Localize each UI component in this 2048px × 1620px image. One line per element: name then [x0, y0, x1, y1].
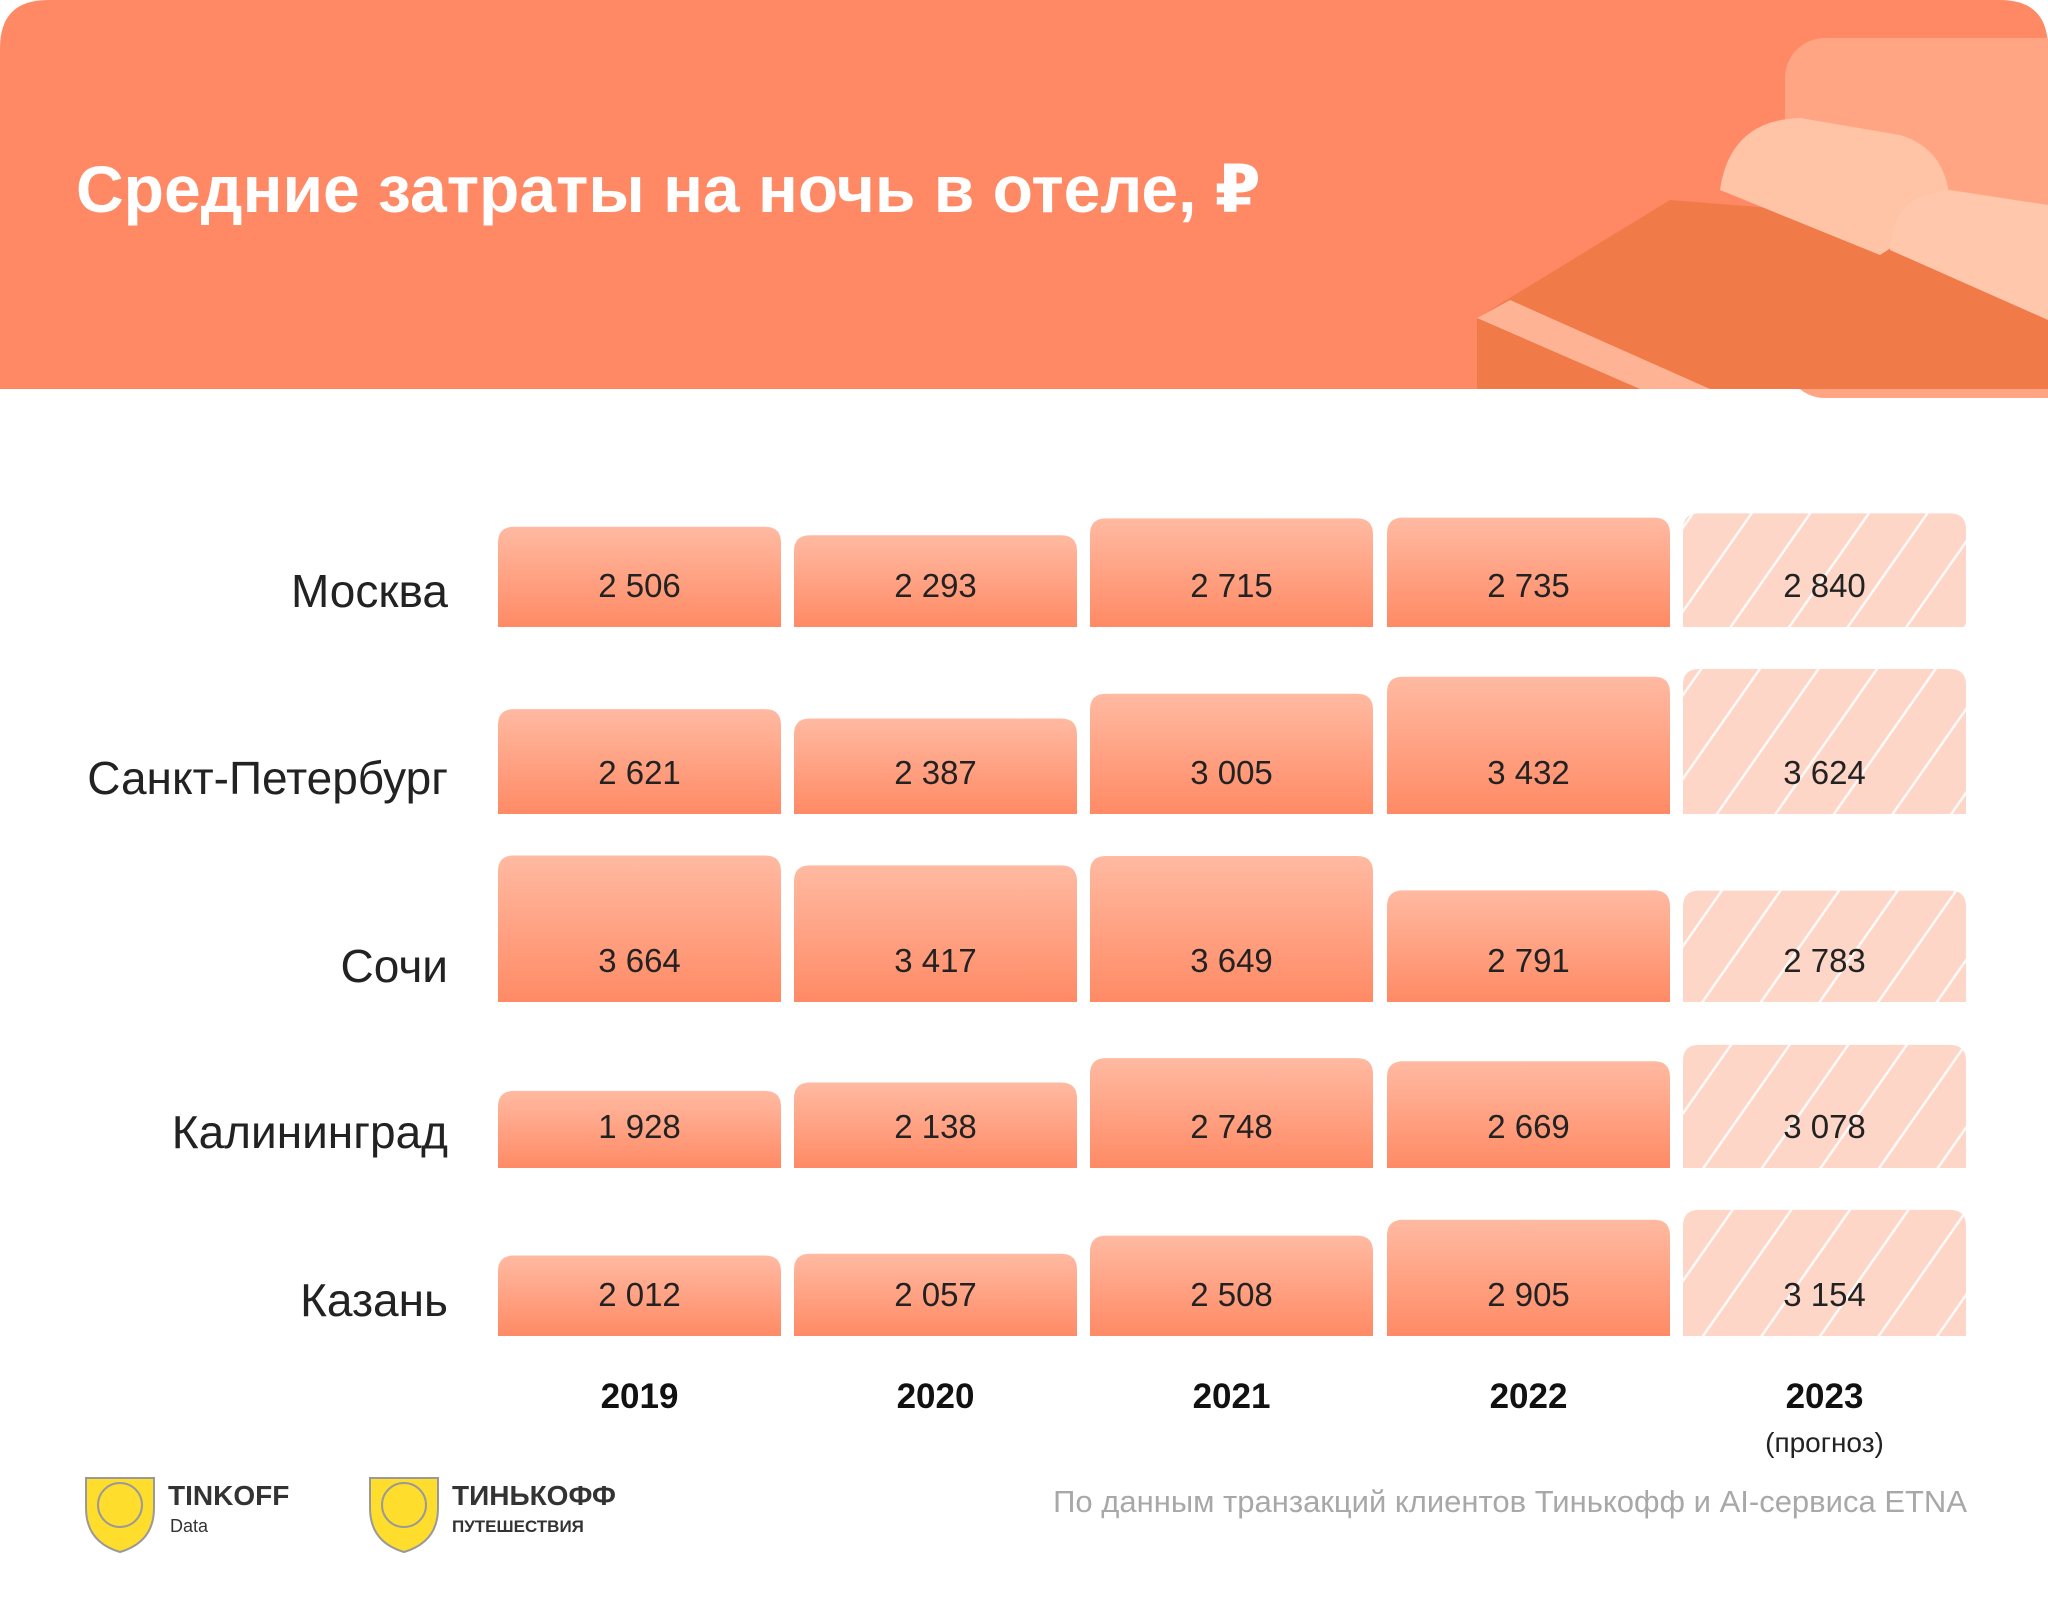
- value-label: 2 138: [894, 1108, 977, 1145]
- bar: [1683, 669, 1966, 814]
- value-label: 2 012: [598, 1276, 681, 1313]
- category-label: Казань: [300, 1274, 448, 1326]
- bar: [794, 535, 1077, 627]
- logo-2: ТИНЬКОФФ ПУТЕШЕСТВИЯ: [369, 1477, 616, 1554]
- bar: [1387, 1219, 1670, 1336]
- value-label: 2 057: [894, 1276, 977, 1313]
- bar: [794, 1082, 1077, 1168]
- bar: [498, 1090, 781, 1168]
- title: Средние затраты на ночь в отеле, ₽: [76, 152, 1261, 226]
- value-label: 2 669: [1487, 1108, 1570, 1145]
- bar: [1090, 856, 1373, 1002]
- bar: [1683, 890, 1966, 1002]
- value-label: 2 387: [894, 754, 977, 791]
- value-label: 2 791: [1487, 942, 1570, 979]
- bar: [794, 718, 1077, 814]
- bar: [794, 865, 1077, 1002]
- category-label: Санкт-Петербург: [87, 752, 448, 804]
- bar: [1683, 1044, 1966, 1168]
- category-label: Москва: [291, 565, 448, 617]
- bed-illustration: [1477, 38, 2048, 398]
- bar: [794, 1253, 1077, 1336]
- source-note: По данным транзакций клиентов Тинькофф и…: [1053, 1484, 1967, 1519]
- logo-sub: ПУТЕШЕСТВИЯ: [452, 1517, 584, 1536]
- value-label: 2 748: [1190, 1108, 1273, 1145]
- bar: [498, 526, 781, 627]
- bar: [1387, 890, 1670, 1002]
- logo-name: TINKOFF: [168, 1480, 289, 1511]
- series-label: 2023: [1786, 1377, 1864, 1416]
- value-label: 2 840: [1783, 567, 1866, 604]
- value-label: 2 783: [1783, 942, 1866, 979]
- bar: [1090, 518, 1373, 627]
- value-label: 2 715: [1190, 567, 1273, 604]
- bar: [1387, 1061, 1670, 1168]
- value-label: 2 621: [598, 754, 681, 791]
- value-label: 3 417: [894, 942, 977, 979]
- value-label: 2 735: [1487, 567, 1570, 604]
- bar: [498, 855, 781, 1002]
- series-label: 2022: [1490, 1377, 1568, 1416]
- bar: [1090, 1058, 1373, 1168]
- category-label: Калининград: [172, 1106, 448, 1158]
- bar: [1683, 513, 1966, 627]
- value-label: 3 624: [1783, 754, 1866, 791]
- bar: [1387, 676, 1670, 814]
- value-label: 3 154: [1783, 1276, 1866, 1313]
- series-label: 2021: [1193, 1377, 1271, 1416]
- logo-sub: Data: [170, 1516, 209, 1536]
- value-label: 3 664: [598, 942, 681, 979]
- bar: [498, 709, 781, 814]
- series-note: (прогноз): [1765, 1427, 1884, 1458]
- value-label: 2 293: [894, 567, 977, 604]
- value-label: 3 649: [1190, 942, 1273, 979]
- logo-name: ТИНЬКОФФ: [452, 1480, 616, 1511]
- value-label: 2 506: [598, 567, 681, 604]
- bar: [1683, 1209, 1966, 1336]
- bar: [1387, 517, 1670, 627]
- value-label: 3 078: [1783, 1108, 1866, 1145]
- category-label: Сочи: [341, 940, 448, 992]
- value-label: 3 005: [1190, 754, 1273, 791]
- value-label: 1 928: [598, 1108, 681, 1145]
- value-label: 2 508: [1190, 1276, 1273, 1313]
- value-label: 2 905: [1487, 1276, 1570, 1313]
- bar: [1090, 693, 1373, 814]
- bar: [1090, 1235, 1373, 1336]
- bar: [498, 1255, 781, 1336]
- series-label: 2019: [601, 1377, 679, 1416]
- value-label: 3 432: [1487, 754, 1570, 791]
- logo-1: TINKOFF Data: [85, 1477, 289, 1554]
- series-label: 2020: [897, 1377, 975, 1416]
